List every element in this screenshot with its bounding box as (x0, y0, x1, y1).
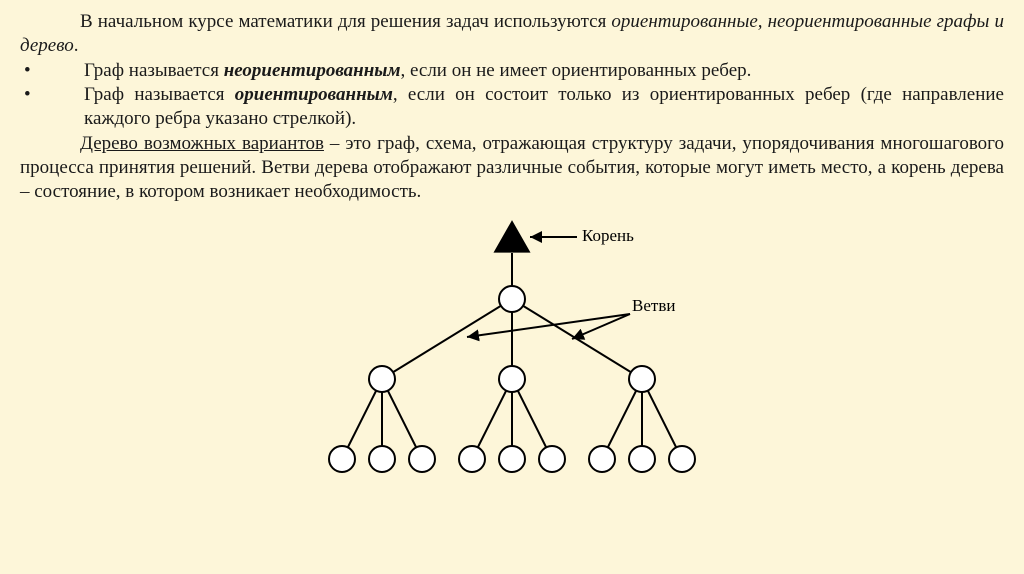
tree-paragraph: Дерево возможных вариантов – это граф, с… (20, 132, 1004, 205)
text-bold-italic: ориентированным (235, 84, 393, 105)
svg-text:Ветви: Ветви (632, 296, 675, 315)
bullet-text: Граф называется неориентированным, если … (84, 59, 1004, 83)
tree-diagram: Корень Ветви (252, 209, 772, 499)
bullet-item-1: • Граф называется неориентированным, есл… (20, 59, 1004, 83)
text-bold-italic: неориентированным (224, 60, 401, 81)
text: Граф называется (84, 60, 224, 81)
text: Граф называется (84, 84, 235, 105)
text-underline: Дерево возможных вариантов (80, 133, 324, 154)
intro-paragraph: В начальном курсе математики для решения… (20, 10, 1004, 59)
text: , если он не имеет ориентированных ребер… (400, 60, 751, 81)
bullet-text: Граф называется ориентированным, если он… (84, 83, 1004, 132)
tree-diagram-container: Корень Ветви (20, 209, 1004, 506)
bullet-marker: • (20, 59, 84, 83)
text: . (74, 35, 79, 56)
bullet-item-2: • Граф называется ориентированным, если … (20, 83, 1004, 132)
text: В начальном курсе математики для решения… (80, 11, 611, 32)
svg-text:Корень: Корень (582, 226, 634, 245)
bullet-marker: • (20, 83, 84, 132)
